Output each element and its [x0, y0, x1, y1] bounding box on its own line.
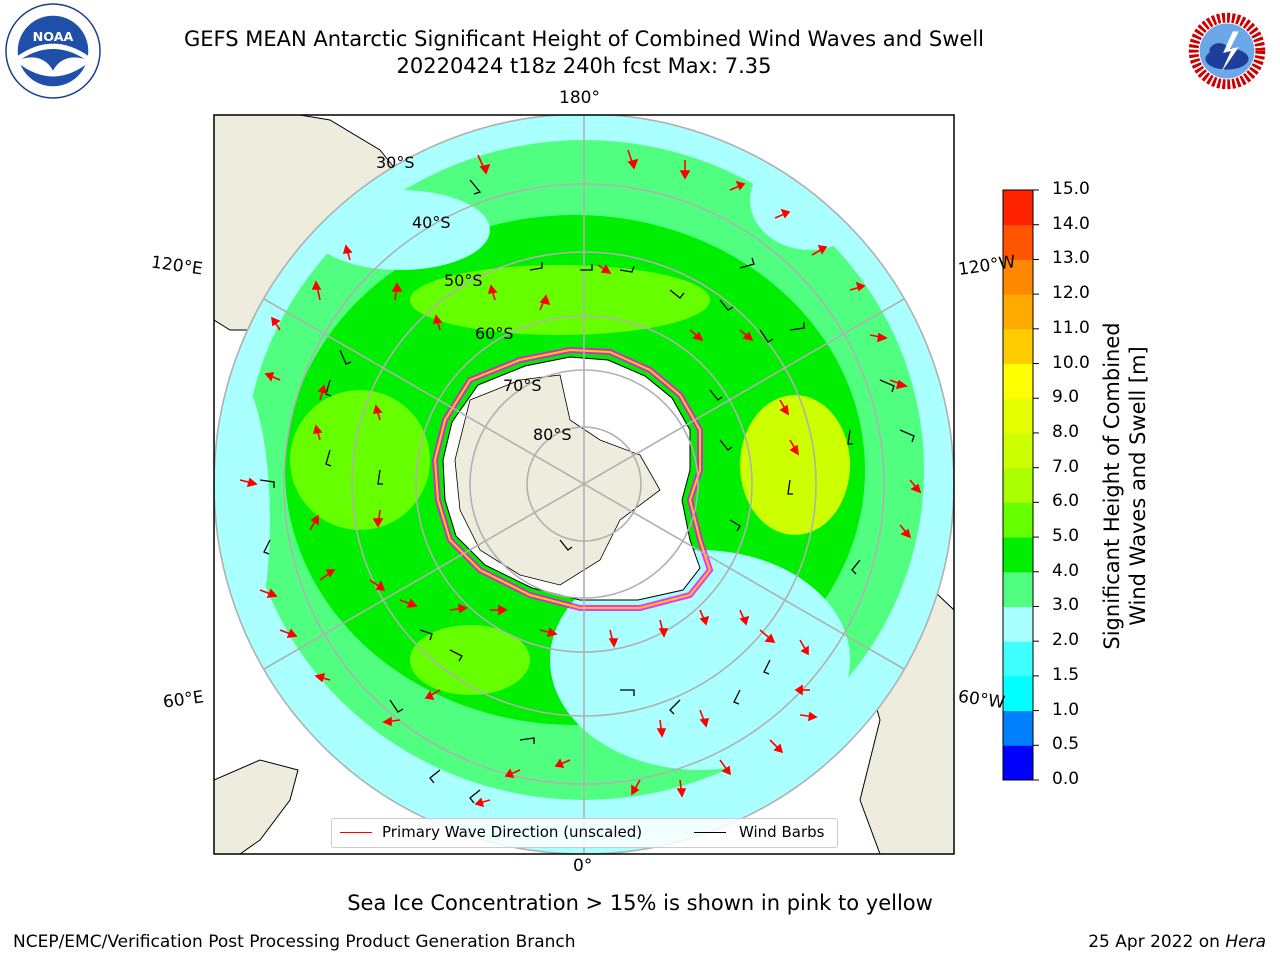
colorbar-title-line-1: Significant Height of Combined [1100, 322, 1124, 650]
colorbar-segment [1003, 571, 1033, 607]
wind-barbs-swatch [694, 832, 726, 833]
map-title-line-1: GEFS MEAN Antarctic Significant Height o… [183, 27, 985, 51]
colorbar-segment [1003, 328, 1033, 365]
colorbar-tick-label: 7.0 [1052, 456, 1080, 477]
colorbar-frame [1002, 189, 1034, 781]
lat-label-40s: 40°S [412, 213, 451, 232]
colorbar-tick-label: 11.0 [1052, 317, 1090, 338]
legend-wind-barbs: Wind Barbs [739, 823, 825, 841]
footer-branch: NCEP/EMC/Verification Post Processing Pr… [13, 932, 576, 952]
colorbar-segment [1003, 432, 1033, 469]
colorbar-tick-label: 3.0 [1052, 595, 1080, 616]
wave-direction-arrows [239, 149, 922, 808]
colorbar [1002, 189, 1039, 781]
lat-label-80s: 80°S [533, 425, 572, 444]
colorbar-title-line-2: Wind Waves and Swell [m] [1126, 346, 1150, 626]
sea-ice-note: Sea Ice Concentration > 15% is shown in … [347, 891, 933, 915]
colorbar-tick-label: 0.5 [1052, 734, 1080, 755]
colorbar-segment [1003, 710, 1033, 746]
colorbar-segment [1003, 502, 1033, 538]
footer-date: 25 Apr 2022 on Hera [1088, 932, 1266, 952]
lat-label-50s: 50°S [444, 271, 483, 290]
map-title-line-2: 20220424 t18z 240h fcst Max: 7.35 [396, 54, 772, 78]
colorbar-segment [1003, 190, 1033, 226]
colorbar-tick-label: 14.0 [1052, 213, 1090, 234]
colorbar-segment [1003, 675, 1033, 712]
antarctica [431, 346, 714, 611]
colorbar-tick-label: 4.0 [1052, 560, 1080, 581]
footer-machine: Hera [1225, 932, 1266, 952]
colorbar-segment [1003, 641, 1033, 677]
map-legend: Primary Wave Direction (unscaled) Wind B… [331, 818, 838, 848]
colorbar-segment [1003, 294, 1033, 330]
lat-label-70s: 70°S [503, 376, 542, 395]
colorbar-tick-label: 10.0 [1052, 352, 1090, 373]
noaa-logo-text: NOAA [33, 30, 74, 45]
colorbar-tick-label: 2.0 [1052, 630, 1080, 651]
lat-label-60s: 60°S [475, 324, 514, 343]
colorbar-segment [1003, 398, 1033, 434]
colorbar-tick-label: 15.0 [1052, 179, 1090, 199]
colorbar-tick-label: 5.0 [1052, 526, 1080, 547]
colorbar-title: Significant Height of Combined Wind Wave… [1099, 276, 1159, 696]
map-frame [213, 114, 955, 855]
colorbar-tick-label: 8.0 [1052, 421, 1080, 442]
colorbar-tick-label: 6.0 [1052, 491, 1080, 512]
colorbar-tick-label: 9.0 [1052, 387, 1080, 408]
colorbar-tick-label: 12.0 [1052, 283, 1090, 304]
colorbar-tick-label: 0.0 [1052, 769, 1080, 789]
wave-direction-swatch [340, 832, 372, 833]
colorbar-tick-label: 1.5 [1052, 664, 1080, 685]
colorbar-segment [1003, 224, 1033, 260]
colorbar-segment [1003, 259, 1033, 295]
graticule [214, 115, 954, 854]
footer-date-text: 25 Apr 2022 on [1088, 932, 1226, 952]
colorbar-segment [1003, 363, 1033, 399]
colorbar-segment [1003, 606, 1033, 642]
noaa-logo: NOAA [5, 3, 101, 99]
colorbar-tick-label: 1.0 [1052, 699, 1080, 720]
colorbar-segment [1003, 537, 1033, 573]
wind-barbs [259, 179, 915, 804]
colorbar-tick-label: 13.0 [1052, 248, 1090, 269]
lon-label-180: 180° [559, 88, 600, 108]
colorbar-segment [1003, 467, 1033, 503]
lat-label-30s: 30°S [376, 153, 415, 172]
legend-wave-direction: Primary Wave Direction (unscaled) [382, 823, 643, 841]
national-weather-service-logo [1179, 3, 1275, 99]
lon-label-0: 0° [573, 856, 593, 876]
colorbar-segment [1003, 745, 1033, 781]
